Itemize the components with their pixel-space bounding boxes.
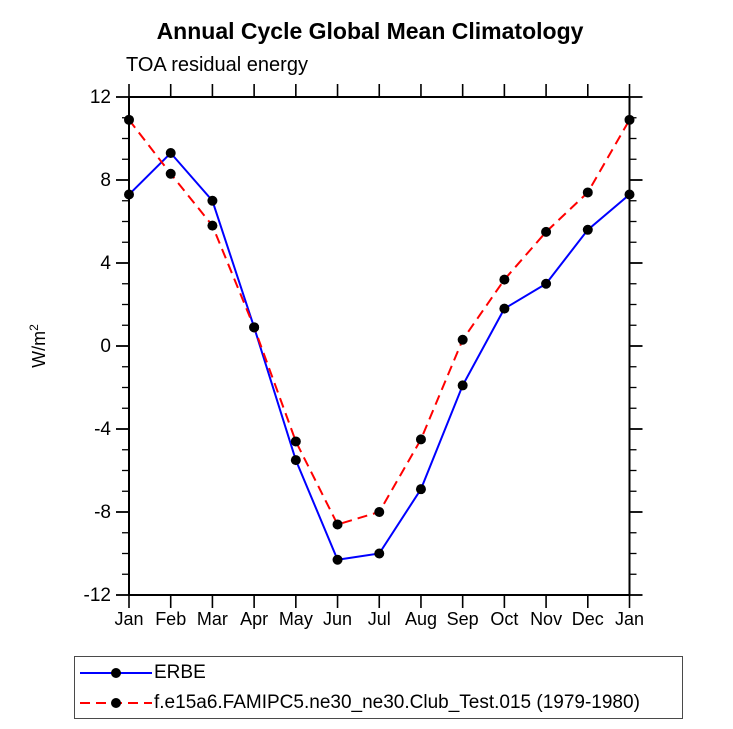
y-tick-label: 0 bbox=[100, 336, 111, 357]
y-tick-label: 4 bbox=[100, 253, 111, 274]
legend-sample-erbe-line bbox=[80, 667, 152, 678]
x-tick-label: Dec bbox=[572, 609, 604, 629]
data-point-series-1 bbox=[541, 226, 552, 237]
legend-marker-icon bbox=[111, 667, 121, 678]
data-point-series-1 bbox=[624, 114, 635, 125]
series-line-1 bbox=[128, 119, 631, 526]
x-tick-label: Feb bbox=[155, 609, 186, 629]
legend-label-model: f.e15a6.FAMIPC5.ne30_ne30.Club_Test.015 … bbox=[154, 691, 640, 713]
data-point-series-0 bbox=[207, 195, 218, 206]
chart-subtitle: TOA residual energy bbox=[126, 54, 308, 76]
data-point-series-1 bbox=[374, 507, 385, 517]
legend-sample-model-line bbox=[80, 697, 152, 708]
data-point-series-0 bbox=[499, 303, 510, 314]
x-tick-label: Oct bbox=[490, 609, 518, 629]
plot-frame bbox=[128, 96, 631, 596]
data-point-series-0 bbox=[165, 148, 176, 159]
data-point-series-0 bbox=[124, 189, 134, 200]
x-tick-label: Jan bbox=[114, 609, 143, 629]
data-point-series-1 bbox=[457, 334, 468, 345]
data-point-series-0 bbox=[582, 224, 593, 235]
data-point-series-0 bbox=[541, 278, 552, 289]
data-point-series-0 bbox=[332, 554, 343, 565]
data-point-series-0 bbox=[290, 455, 301, 466]
legend-row-erbe: ERBE bbox=[78, 660, 682, 686]
legend-label-erbe: ERBE bbox=[154, 661, 206, 683]
legend-row-model: f.e15a6.FAMIPC5.ne30_ne30.Club_Test.015 … bbox=[78, 690, 682, 716]
x-tick-label: Aug bbox=[405, 609, 437, 629]
data-point-series-0 bbox=[624, 189, 635, 200]
y-tick-label: 12 bbox=[90, 87, 111, 108]
data-point-series-1 bbox=[207, 220, 218, 231]
y-tick-label: -12 bbox=[84, 585, 111, 606]
legend-box: ERBE f.e15a6.FAMIPC5.ne30_ne30.Club_Test… bbox=[74, 656, 683, 719]
x-tick-label: Apr bbox=[240, 609, 268, 629]
y-tick-label: -8 bbox=[94, 502, 111, 523]
data-point-series-1 bbox=[124, 114, 134, 125]
x-tick-label: Mar bbox=[197, 609, 228, 629]
data-point-series-0 bbox=[415, 484, 426, 495]
x-tick-label: Jul bbox=[368, 609, 391, 629]
x-tick-label: Nov bbox=[530, 609, 562, 629]
x-tick-label: Sep bbox=[447, 609, 479, 629]
y-tick-label: 8 bbox=[100, 170, 111, 191]
x-tick-label: May bbox=[279, 609, 313, 629]
x-tick-label: Jun bbox=[323, 609, 352, 629]
data-point-series-1 bbox=[249, 322, 260, 333]
data-point-series-0 bbox=[457, 380, 468, 391]
data-point-series-0 bbox=[374, 548, 385, 559]
data-point-series-1 bbox=[165, 168, 176, 179]
data-point-series-1 bbox=[582, 187, 593, 198]
x-tick-label: Jan bbox=[615, 609, 644, 629]
chart-title: Annual Cycle Global Mean Climatology bbox=[156, 18, 584, 44]
data-point-series-1 bbox=[332, 519, 343, 530]
legend-marker-icon bbox=[111, 697, 121, 708]
data-point-series-1 bbox=[290, 436, 301, 447]
data-point-series-1 bbox=[415, 434, 426, 445]
data-point-series-1 bbox=[499, 274, 510, 285]
y-tick-label: -4 bbox=[94, 419, 111, 440]
